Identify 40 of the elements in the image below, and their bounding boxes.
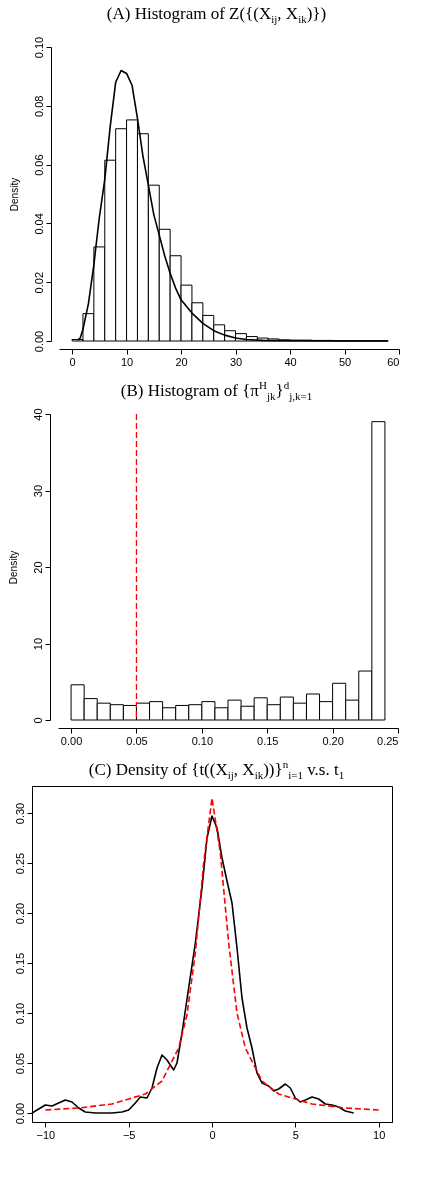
x-tick-label: 10 — [120, 355, 134, 368]
x-tick-label: 0 — [209, 1128, 216, 1141]
y-tick-label: 20 — [31, 561, 44, 574]
y-tick-label: 0.30 — [13, 802, 26, 825]
x-tick-label: 0 — [69, 355, 76, 368]
y-tick-label: 0.08 — [32, 95, 45, 118]
x-tick-label: 0.20 — [322, 734, 344, 747]
x-tick-label: 0.00 — [60, 734, 83, 747]
x-tick-label: 10 — [373, 1128, 386, 1141]
x-tick-label: −5 — [122, 1128, 136, 1141]
x-tick-label: 5 — [292, 1128, 299, 1141]
x-tick-label: 0.05 — [126, 734, 148, 747]
x-tick-label: 0.25 — [377, 734, 399, 747]
x-tick-label: 30 — [229, 355, 243, 368]
x-tick-label: 0.10 — [191, 734, 214, 747]
y-tick-label: 10 — [31, 637, 44, 651]
chart-title: (A) Histogram of Z({(X$_{ij}$, X$_{ik}$)}) — [105, 3, 328, 28]
x-tick-label: −10 — [36, 1128, 56, 1141]
y-tick-label: 0.00 — [13, 1102, 26, 1125]
x-tick-label: 50 — [338, 355, 352, 368]
y-tick-label: 30 — [31, 484, 44, 498]
x-tick-label: 60 — [387, 355, 400, 368]
chart-title: (C) Density of {t((X$_{ij}$, X$_{ik}$))}$^{n}$$_{i=1}$ v.s. t$_{1}$ — [88, 758, 345, 782]
y-tick-label: 0.10 — [13, 1002, 26, 1025]
x-tick-label: 0.15 — [257, 734, 279, 747]
y-tick-label: 0.06 — [32, 154, 45, 176]
y-axis-title: Density — [7, 550, 19, 585]
y-tick-label: 0.00 — [32, 330, 45, 353]
y-tick-label: 40 — [31, 408, 44, 421]
y-tick-label: 0.25 — [13, 852, 26, 875]
y-tick-label: 0.20 — [13, 902, 26, 925]
x-tick-label: 40 — [284, 355, 297, 368]
y-tick-label: 0.05 — [13, 1052, 26, 1075]
y-tick-label: 0.04 — [32, 213, 45, 235]
y-tick-label: 0.10 — [32, 36, 45, 59]
x-tick-label: 20 — [175, 355, 188, 368]
y-tick-label: 0.15 — [13, 952, 26, 975]
y-tick-label: 0 — [31, 717, 44, 724]
y-tick-label: 0.02 — [32, 271, 45, 294]
y-axis-title: Density — [8, 177, 20, 212]
